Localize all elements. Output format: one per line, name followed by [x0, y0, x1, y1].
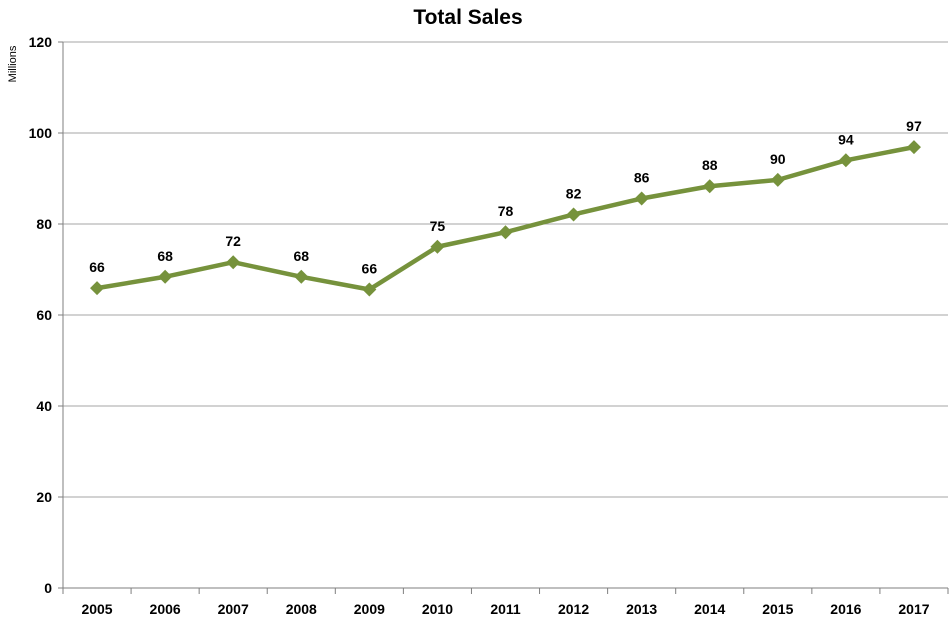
data-point-marker [634, 191, 649, 206]
data-label: 88 [702, 157, 718, 173]
series-group [90, 140, 921, 297]
data-label: 78 [498, 203, 514, 219]
y-tick-label: 120 [29, 34, 53, 50]
y-tick-label: 0 [44, 580, 52, 596]
data-label: 82 [566, 185, 582, 201]
data-label: 66 [89, 259, 105, 275]
x-tick-label: 2010 [422, 601, 453, 617]
data-point-marker [430, 239, 445, 254]
x-tick-labels: 2005 2006 2007 2008 2009 2010 2011 2012 2013 2014… [81, 601, 929, 617]
x-tick-label: 2005 [81, 601, 112, 617]
y-tick-labels: 0 20 40 60 80 100 120 [29, 34, 53, 596]
data-point-marker [566, 207, 581, 222]
x-tick-label: 2014 [694, 601, 725, 617]
x-tick-label: 2017 [898, 601, 929, 617]
data-point-marker [838, 153, 853, 168]
data-point-marker [90, 281, 105, 296]
chart-title: Total Sales [413, 6, 522, 29]
data-point-marker [226, 255, 241, 270]
x-tick-label: 2007 [218, 601, 249, 617]
data-point-marker [906, 140, 921, 155]
axes [58, 41, 949, 594]
x-tick-label: 2016 [830, 601, 861, 617]
y-tick-label: 20 [36, 489, 52, 505]
data-label: 97 [906, 118, 922, 134]
data-labels: 66 68 72 68 66 75 78 82 86 88 90 94 97 [89, 118, 922, 276]
data-label: 94 [838, 131, 854, 147]
data-point-marker [158, 269, 173, 284]
x-tick-label: 2006 [150, 601, 181, 617]
y-tick-label: 60 [36, 307, 52, 323]
data-label: 75 [430, 218, 446, 234]
y-tick-label: 100 [29, 125, 53, 141]
data-label: 68 [293, 248, 309, 264]
data-label: 66 [362, 261, 378, 277]
data-label: 90 [770, 151, 786, 167]
x-tick-label: 2015 [762, 601, 793, 617]
data-label: 72 [225, 233, 241, 249]
data-point-marker [770, 172, 785, 187]
data-point-marker [498, 225, 513, 240]
y-tick-label: 40 [36, 398, 52, 414]
data-point-marker [362, 282, 377, 297]
gridlines [63, 41, 948, 498]
x-tick-label: 2011 [490, 601, 521, 617]
data-label: 68 [157, 248, 173, 264]
data-label: 86 [634, 170, 650, 186]
x-tick-label: 2009 [354, 601, 385, 617]
x-tick-label: 2008 [286, 601, 317, 617]
x-tick-label: 2012 [558, 601, 589, 617]
y-tick-label: 80 [36, 216, 52, 232]
y-axis-label: Millions [7, 45, 19, 82]
data-point-marker [294, 269, 309, 284]
x-tick-label: 2013 [626, 601, 657, 617]
data-point-marker [702, 179, 717, 194]
